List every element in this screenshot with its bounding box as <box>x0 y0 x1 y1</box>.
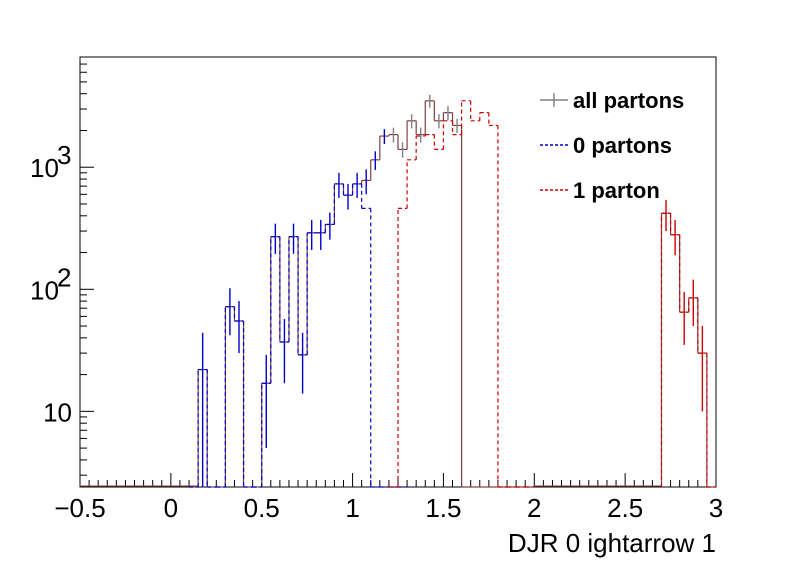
legend-label-zero: 0 partons <box>573 133 672 158</box>
x-tick-label: 1 <box>345 493 359 523</box>
histogram-series <box>80 100 716 488</box>
x-axis-title: DJR 0 ightarrow 1 <box>508 528 716 558</box>
y-tick-label: 10 <box>43 397 72 427</box>
legend: all partons 0 partons 1 parton <box>540 88 684 203</box>
x-axis: −0.5 0 0.5 1 1.5 2 2.5 3 <box>54 473 723 523</box>
error-bars <box>201 94 704 487</box>
x-tick-label: −0.5 <box>54 493 105 523</box>
x-tick-label: 2.5 <box>607 493 643 523</box>
x-tick-label: 0 <box>164 493 178 523</box>
y-tick-label: 10 <box>30 275 59 305</box>
y-tick-label-exponent: 2 <box>57 262 71 292</box>
x-tick-label: 3 <box>709 493 723 523</box>
legend-label-all: all partons <box>573 88 684 113</box>
x-tick-label: 1.5 <box>425 493 461 523</box>
x-tick-label: 0.5 <box>244 493 280 523</box>
legend-label-one: 1 parton <box>573 178 660 203</box>
x-tick-label: 2 <box>527 493 541 523</box>
y-tick-label-exponent: 3 <box>57 140 71 170</box>
y-tick-label: 10 <box>30 153 59 183</box>
